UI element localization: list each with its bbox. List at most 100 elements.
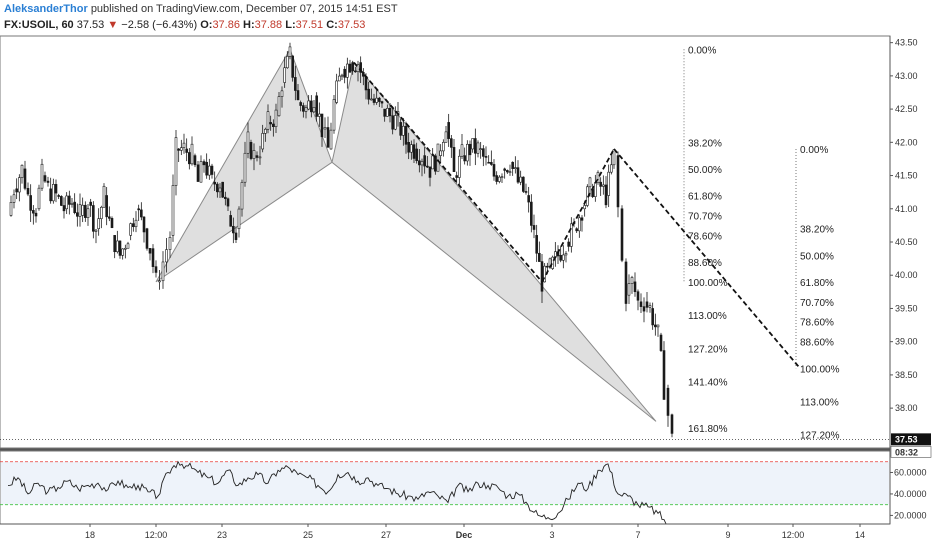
- candle: [81, 197, 84, 223]
- oscillator-line: [7, 460, 667, 524]
- candle: [656, 324, 660, 337]
- candle-body: [199, 161, 203, 183]
- candle-body: [476, 142, 480, 154]
- candle-body: [620, 208, 624, 261]
- candle: [567, 238, 570, 252]
- candle-body: [158, 280, 161, 283]
- candle-body: [94, 229, 98, 232]
- candle-body: [23, 168, 27, 189]
- candle: [116, 230, 119, 254]
- candle: [129, 222, 132, 241]
- candle-body: [57, 195, 60, 197]
- candle: [535, 224, 538, 262]
- candle: [474, 128, 477, 166]
- candle: [304, 104, 308, 119]
- candle-body: [583, 205, 586, 210]
- fib-left-level-label: 113.00%: [688, 311, 727, 322]
- candle: [559, 246, 562, 263]
- candle-body: [580, 217, 584, 221]
- candle: [252, 143, 256, 171]
- candle: [12, 189, 16, 209]
- candle: [620, 205, 624, 263]
- candle: [100, 205, 103, 229]
- candle-body: [134, 219, 138, 228]
- candle: [378, 96, 381, 108]
- candle-body: [73, 201, 76, 213]
- candle: [570, 217, 573, 253]
- candle-body: [32, 210, 35, 214]
- candle-body: [274, 109, 278, 128]
- candle-body: [121, 248, 124, 256]
- close-value: 37.53: [337, 19, 366, 31]
- candle: [394, 106, 397, 131]
- candle: [185, 138, 188, 162]
- candle-body: [315, 95, 318, 117]
- candle: [420, 158, 424, 177]
- fib-left-level-label: 38.20%: [688, 138, 722, 149]
- osc-tick-label: 60.0000: [894, 467, 927, 477]
- trend-line: [353, 61, 543, 283]
- candle-body: [562, 254, 565, 261]
- candle: [142, 216, 146, 243]
- open-label: O:: [200, 19, 213, 31]
- candle: [158, 269, 161, 290]
- candle: [519, 170, 522, 186]
- candle-body: [524, 191, 528, 193]
- candle: [168, 231, 172, 259]
- candle-body: [535, 235, 538, 254]
- candle: [335, 73, 338, 105]
- candle-body: [213, 181, 216, 185]
- candle-body: [34, 212, 38, 217]
- candle-body: [482, 148, 485, 157]
- candle: [604, 176, 608, 209]
- candle: [269, 115, 272, 131]
- candle-body: [346, 63, 349, 78]
- candle: [226, 197, 230, 211]
- candle-body: [394, 115, 397, 130]
- candle: [527, 186, 530, 213]
- candle: [318, 102, 321, 127]
- candle-body: [431, 155, 434, 170]
- candle: [380, 100, 384, 108]
- symbol-label[interactable]: FX:USOIL, 60: [4, 19, 74, 31]
- candle-body: [567, 241, 570, 247]
- candle: [404, 121, 408, 154]
- candle: [86, 204, 90, 226]
- candle-body: [78, 204, 82, 217]
- candle: [442, 139, 445, 157]
- candle: [84, 201, 87, 222]
- candle: [182, 133, 186, 154]
- candle: [599, 177, 602, 196]
- candle-body: [506, 170, 509, 173]
- fib-left-level-label: 78.60%: [688, 231, 722, 242]
- candle-body: [372, 98, 376, 103]
- candle-body: [466, 143, 469, 162]
- countdown-label: 08:32: [895, 447, 918, 457]
- candle-body: [86, 208, 90, 218]
- candle-body: [490, 162, 493, 165]
- candle-body: [307, 100, 310, 110]
- candle: [343, 66, 346, 84]
- candle-body: [108, 216, 111, 219]
- candle: [458, 149, 461, 187]
- candle-body: [224, 196, 227, 200]
- candle-body: [359, 62, 362, 73]
- candle-body: [604, 184, 608, 206]
- candle: [224, 191, 227, 206]
- candle-body: [272, 123, 275, 128]
- osc-tick-label: 20.0000: [894, 510, 927, 520]
- candle-body: [484, 156, 488, 158]
- candle: [243, 141, 247, 187]
- candle: [171, 174, 175, 242]
- candle-body: [60, 196, 63, 206]
- candle-body: [380, 101, 384, 104]
- candle-body: [630, 277, 634, 284]
- candle: [134, 211, 138, 233]
- author-link[interactable]: AleksanderThor: [4, 3, 88, 15]
- candle: [246, 122, 250, 159]
- candle: [202, 159, 206, 173]
- price-tick-label: 41.00: [895, 204, 918, 214]
- candle-body: [129, 223, 132, 236]
- candle: [78, 193, 82, 227]
